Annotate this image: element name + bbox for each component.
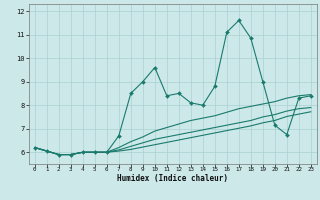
X-axis label: Humidex (Indice chaleur): Humidex (Indice chaleur): [117, 174, 228, 183]
